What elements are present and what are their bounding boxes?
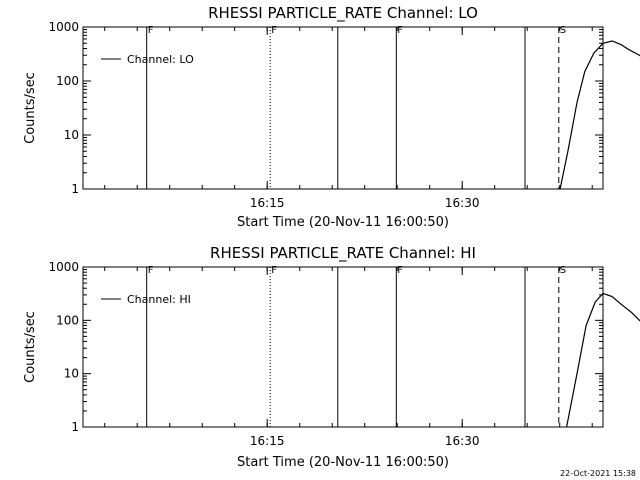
y-tick-label: 1 bbox=[71, 420, 79, 434]
chart-title: RHESSI PARTICLE_RATE Channel: HI bbox=[210, 244, 476, 263]
event-marker-label: F bbox=[148, 265, 154, 276]
y-tick-label: 1000 bbox=[48, 20, 79, 34]
series-line bbox=[559, 40, 640, 190]
series-line bbox=[566, 292, 640, 428]
event-marker-label: F bbox=[271, 265, 277, 276]
x-tick-label: 16:15 bbox=[250, 196, 285, 210]
y-axis-label: Counts/sec bbox=[23, 311, 38, 383]
event-marker-label: F bbox=[397, 25, 403, 36]
chart-panel-1: RHESSI PARTICLE_RATE Channel: LO 1 10 100 10… bbox=[23, 4, 640, 230]
x-axis-label: Start Time (20-Nov-11 16:00:50) bbox=[237, 455, 449, 470]
x-tick-label: 16:30 bbox=[445, 434, 480, 448]
footer-timestamp: 22-Oct-2021 15:38 bbox=[560, 469, 636, 478]
x-tick-label: 16:30 bbox=[445, 196, 480, 210]
event-marker-label: F bbox=[148, 25, 154, 36]
y-tick-label: 1 bbox=[71, 182, 79, 196]
y-axis-label: Counts/sec bbox=[23, 72, 38, 144]
event-marker-label: F bbox=[271, 25, 277, 36]
chart-panel-2: RHESSI PARTICLE_RATE Channel: HI 1 10 100 10… bbox=[23, 244, 640, 470]
y-tick-label: 10 bbox=[64, 367, 79, 381]
plot-frame bbox=[82, 26, 604, 190]
event-marker-label: F bbox=[397, 265, 403, 276]
y-tick-label: 10 bbox=[64, 128, 79, 142]
event-marker-label: S bbox=[560, 265, 566, 276]
x-tick-label: 16:15 bbox=[250, 434, 285, 448]
legend-label: Channel: HI bbox=[127, 293, 191, 306]
legend-label: Channel: LO bbox=[127, 53, 194, 66]
y-tick-label: 100 bbox=[56, 313, 79, 327]
chart-title: RHESSI PARTICLE_RATE Channel: LO bbox=[208, 4, 478, 23]
event-marker-label: S bbox=[560, 25, 566, 36]
plot-frame bbox=[82, 266, 604, 428]
x-axis-label: Start Time (20-Nov-11 16:00:50) bbox=[237, 215, 449, 230]
y-tick-label: 1000 bbox=[48, 260, 79, 274]
y-tick-label: 100 bbox=[56, 74, 79, 88]
